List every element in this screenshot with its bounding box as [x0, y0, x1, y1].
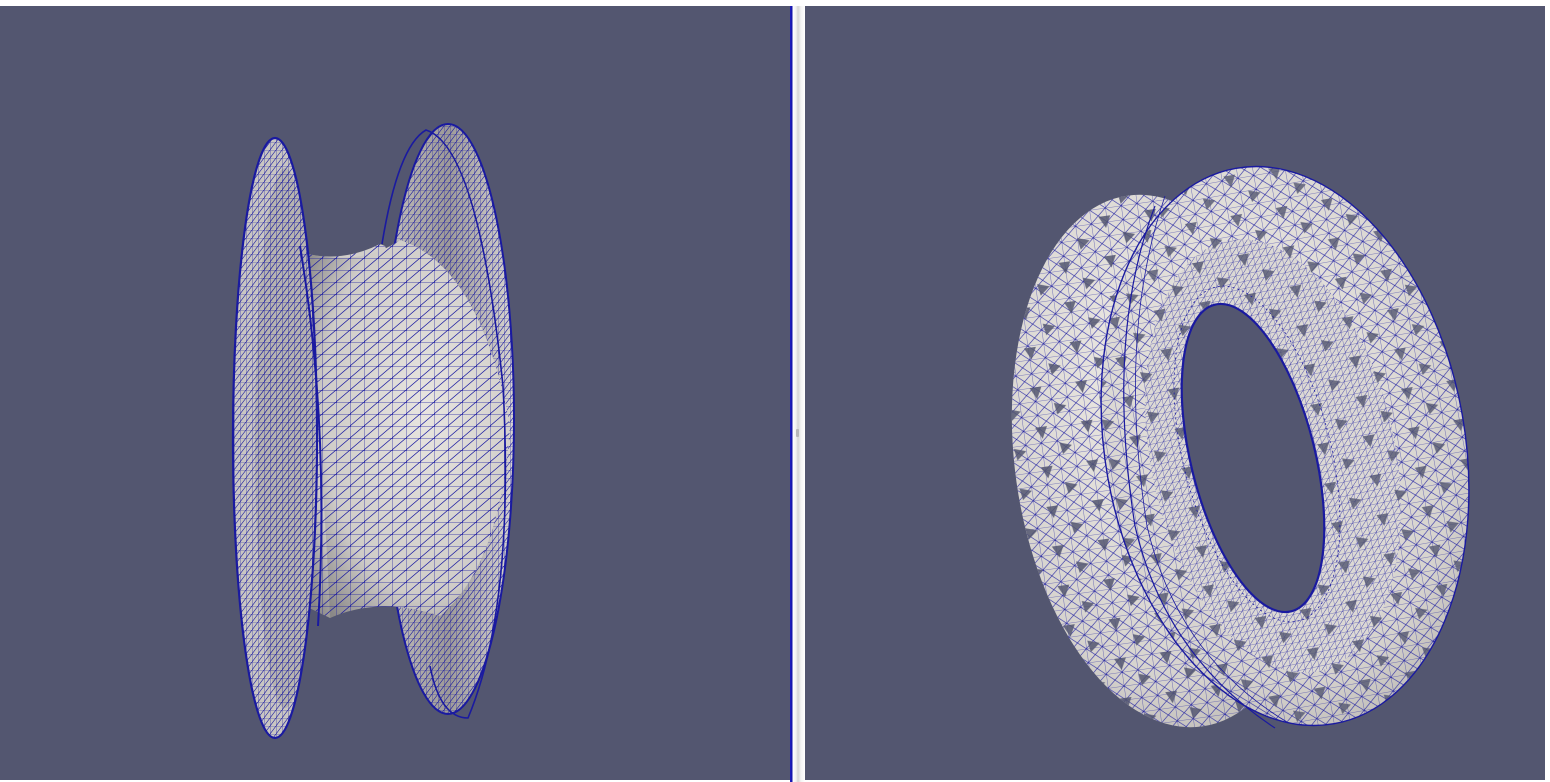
hourglass-mesh[interactable] [231, 123, 515, 740]
render-canvas-left[interactable] [0, 6, 790, 780]
view-splitter[interactable] [790, 6, 805, 782]
torus-mesh[interactable] [979, 137, 1511, 755]
render-canvas-right[interactable] [805, 6, 1545, 780]
render-view-left[interactable] [0, 6, 790, 780]
render-view-right[interactable] [805, 6, 1545, 780]
splitter-grip-icon[interactable] [796, 429, 799, 437]
